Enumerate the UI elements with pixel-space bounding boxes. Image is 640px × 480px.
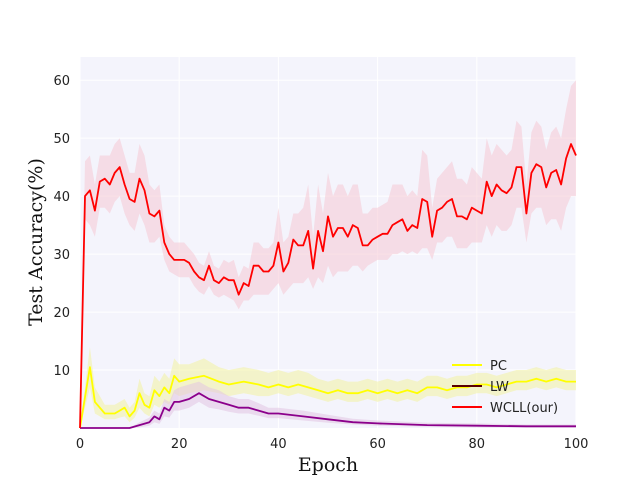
x-axis-label: Epoch xyxy=(298,454,358,476)
x-tick-label: 20 xyxy=(171,437,188,452)
lw-line xyxy=(80,392,576,429)
wcll-our-line xyxy=(79,143,577,429)
legend-label-lw: LW xyxy=(490,380,509,395)
y-axis-label: Test Accuracy(%) xyxy=(25,158,47,326)
x-tick-label: 0 xyxy=(76,437,84,452)
x-axis-ticks: 0 20 40 60 80 100 xyxy=(76,437,589,452)
x-tick-label: 60 xyxy=(369,437,386,452)
series-lines xyxy=(79,143,577,429)
y-tick-label: 10 xyxy=(53,364,70,379)
lw-band xyxy=(80,381,576,428)
pc-band xyxy=(80,346,576,428)
x-tick-label: 40 xyxy=(270,437,287,452)
wcll-our-band xyxy=(80,80,576,428)
legend-label-wcll-our: WCLL(our) xyxy=(490,401,558,416)
y-tick-label: 60 xyxy=(53,74,70,89)
y-tick-label: 20 xyxy=(53,306,70,321)
y-axis-ticks: 10 20 30 40 50 60 xyxy=(53,74,70,379)
y-tick-label: 40 xyxy=(53,190,70,205)
legend: PC LW WCLL(our) xyxy=(452,359,558,416)
pc-line xyxy=(79,366,576,429)
legend-label-pc: PC xyxy=(490,359,507,374)
x-tick-label: 100 xyxy=(564,437,589,452)
confidence-bands xyxy=(80,80,576,428)
x-tick-label: 80 xyxy=(469,437,486,452)
y-tick-label: 30 xyxy=(53,248,70,263)
y-tick-label: 50 xyxy=(53,132,70,147)
